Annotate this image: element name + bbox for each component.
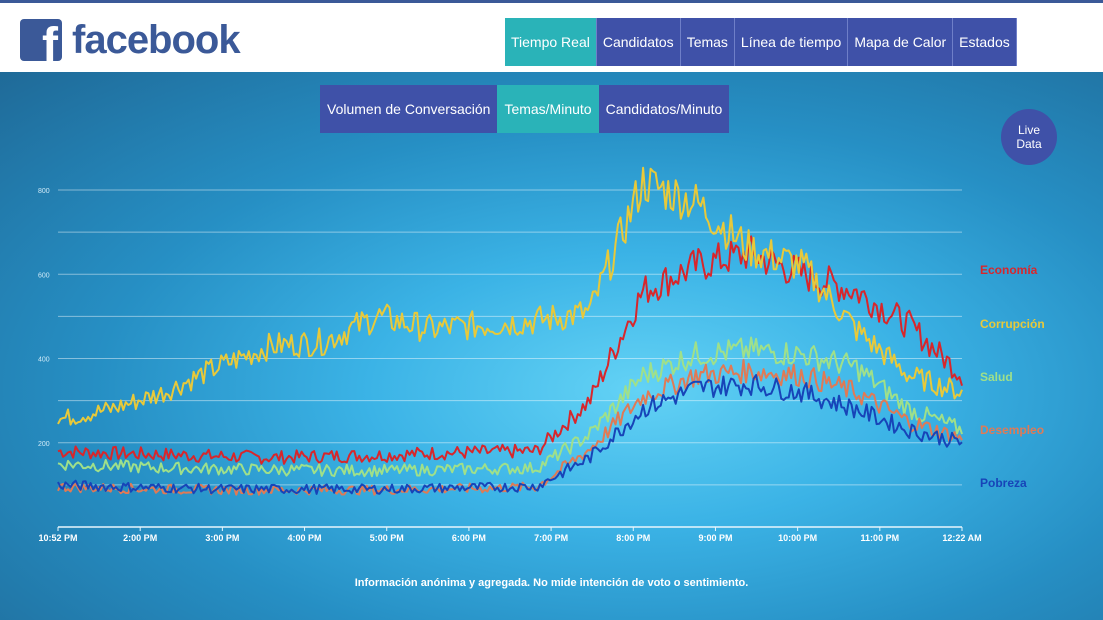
series-line-2 <box>57 336 963 478</box>
nav-linea-de-tiempo[interactable]: Línea de tiempo <box>734 18 849 66</box>
nav-mapa-de-calor[interactable]: Mapa de Calor <box>848 18 954 66</box>
x-tick-label: 4:00 PM <box>288 533 322 543</box>
facebook-logo[interactable]: f facebook <box>20 17 241 63</box>
topics-per-minute-chart: 200 400 600 800 10:52 PM 2:00 PM 3:00 PM 4:00 P… <box>38 166 1045 543</box>
top-accent-bar <box>0 0 1103 3</box>
nav-candidatos[interactable]: Candidatos <box>596 18 681 66</box>
nav-estados[interactable]: Estados <box>953 18 1017 66</box>
x-tick-label: 12:22 AM <box>942 533 981 543</box>
chart-tabs: Volumen de Conversación Temas/Minuto Can… <box>320 85 730 133</box>
legend-label: Economía <box>980 263 1038 277</box>
tab-volumen-de-conversacion[interactable]: Volumen de Conversación <box>320 85 498 133</box>
series-line-1 <box>57 166 963 426</box>
y-tick-label: 600 <box>38 272 50 279</box>
y-tick-label: 200 <box>38 441 50 448</box>
live-badge-line1: Live <box>1017 123 1040 137</box>
legend-label: Salud <box>980 370 1013 384</box>
live-badge-line2: Data <box>1016 137 1042 151</box>
x-tick-label: 9:00 PM <box>698 533 732 543</box>
live-data-badge[interactable]: Live Data <box>1001 109 1057 165</box>
legend-label: Corrupción <box>980 317 1045 331</box>
series-line-0 <box>57 235 963 465</box>
disclaimer-text: Información anónima y agregada. No mide … <box>354 577 749 589</box>
legend-label: Desempleo <box>980 423 1044 437</box>
x-tick-label: 6:00 PM <box>452 533 486 543</box>
tab-candidatos-minuto[interactable]: Candidatos/Minuto <box>598 85 730 133</box>
header: f facebook Tiempo Real Candidatos Temas … <box>0 3 1103 72</box>
facebook-wordmark: facebook <box>72 17 241 62</box>
x-tick-label: 8:00 PM <box>616 533 650 543</box>
y-tick-label: 400 <box>38 357 50 364</box>
x-tick-label: 10:00 PM <box>778 533 817 543</box>
x-tick-label: 10:52 PM <box>38 533 77 543</box>
nav-tiempo-real[interactable]: Tiempo Real <box>505 18 597 66</box>
tab-temas-minuto[interactable]: Temas/Minuto <box>497 85 599 133</box>
y-tick-label: 800 <box>38 188 50 195</box>
x-tick-label: 7:00 PM <box>534 533 568 543</box>
nav-temas[interactable]: Temas <box>680 18 735 66</box>
facebook-f-icon: f <box>20 19 62 61</box>
main-nav: Tiempo Real Candidatos Temas Línea de ti… <box>505 18 1017 66</box>
series-line-4 <box>57 374 963 495</box>
x-tick-label: 3:00 PM <box>205 533 239 543</box>
dashboard-panel: 200 400 600 800 10:52 PM 2:00 PM 3:00 PM 4:00 P… <box>0 72 1103 620</box>
legend-label: Pobreza <box>980 476 1027 490</box>
x-tick-label: 2:00 PM <box>123 533 157 543</box>
x-tick-label: 5:00 PM <box>370 533 404 543</box>
x-tick-label: 11:00 PM <box>861 533 900 543</box>
